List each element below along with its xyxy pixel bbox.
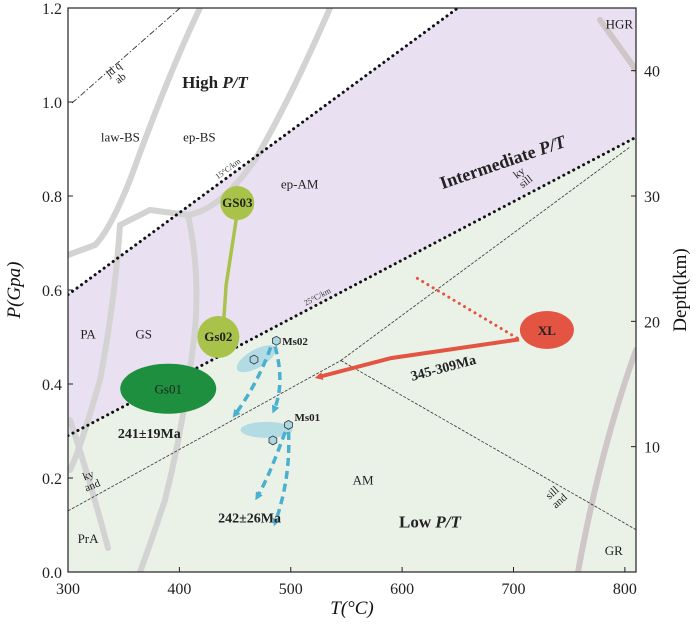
- low-pt-field: [68, 137, 636, 572]
- facies-label-law-bs: law-BS: [101, 129, 140, 144]
- ms01-path-right: [272, 431, 291, 527]
- ms01-label: Ms01: [295, 412, 321, 424]
- sill-and-line: [340, 360, 636, 531]
- gs02-label: Gs02: [204, 329, 232, 344]
- region-label-high-p-t: High P/T: [182, 73, 248, 92]
- xl-ellipse: [519, 310, 574, 349]
- gradient-line-15-c-km: [68, 8, 460, 297]
- right-tick-label-40: 40: [644, 64, 660, 81]
- x-axis-label: T(°C): [330, 598, 374, 619]
- mineral-bottom-and: and: [83, 477, 103, 494]
- gs01-ellipse: [120, 363, 217, 414]
- boundary-blueschist-greenschist: [92, 8, 203, 248]
- ms01-path-left: [255, 431, 287, 501]
- y-tick-label-0-6: 0.6: [42, 283, 62, 300]
- ky-sill-line: [340, 146, 631, 361]
- region-label-low-p-t: Low P/T: [399, 512, 461, 531]
- ms01-marker-b: [268, 435, 278, 446]
- facies-label-am: AM: [353, 472, 374, 487]
- xl-retrograde-path: [314, 337, 520, 380]
- facies-label-gs: GS: [135, 327, 152, 342]
- x-tick-label-500: 500: [279, 581, 303, 598]
- gs01-label: Gs01: [155, 382, 182, 397]
- right-tick-label-10: 10: [644, 440, 660, 457]
- ms01-field-ellipse: [240, 421, 293, 438]
- facies-label-gr: GR: [605, 543, 623, 558]
- facies-label-ep-am: ep-AM: [281, 176, 319, 191]
- gs02-circle: [197, 316, 240, 358]
- age-label-241-19ma: 241±19Ma: [118, 427, 181, 442]
- y-tick-label-0-4: 0.4: [42, 377, 62, 394]
- boundary-ab: [68, 242, 98, 258]
- age-label-242-26ma: 242±26Ma: [218, 512, 281, 527]
- y-tick-label-1-0: 1.0: [42, 95, 62, 112]
- ms02-path-right: [271, 345, 282, 414]
- boundary-ep-bs: [185, 8, 333, 218]
- y-tick-label-0-0: 0.0: [42, 565, 62, 582]
- gs03-circle: [220, 186, 255, 221]
- right-tick-label-20: 20: [644, 314, 660, 331]
- xl-label: XL: [538, 323, 556, 338]
- facies-label-hgr: HGR: [606, 16, 634, 31]
- facies-boundaries: [68, 8, 636, 572]
- y-tick-label-1-2: 1.2: [42, 1, 62, 18]
- y-tick-label-0-2: 0.2: [42, 471, 62, 488]
- right-axis-label: Depth(km): [670, 248, 691, 331]
- xl-dotted-line: [411, 274, 519, 340]
- x-tick-label-700: 700: [501, 581, 525, 598]
- ky-and-line: [68, 360, 342, 512]
- boundary-law-ep: [117, 206, 191, 228]
- ms02-label: Ms02: [282, 336, 308, 348]
- x-tick-label-300: 300: [56, 581, 80, 598]
- x-tick-label-600: 600: [390, 581, 414, 598]
- x-tick-label-800: 800: [613, 581, 637, 598]
- ms02-path-left: [232, 346, 273, 418]
- ms01-marker: [284, 419, 293, 430]
- facies-label-pa: PA: [80, 327, 96, 342]
- right-tick-label-30: 30: [644, 189, 660, 206]
- mineral-label-jd-q-ab: jd qab: [103, 60, 129, 87]
- facies-label-ep-bs: ep-BS: [183, 129, 216, 144]
- ms02-marker: [271, 335, 281, 346]
- y-tick-label-0-8: 0.8: [42, 189, 62, 206]
- jadeite-albite-line: [71, 8, 181, 104]
- boundary-gr: [575, 347, 636, 572]
- aluminosilicate-lines: [68, 146, 636, 531]
- right-axis-ticks: 10 20 30 40: [631, 64, 660, 457]
- ms02-marker-b: [249, 354, 259, 365]
- x-tick-label-400: 400: [167, 581, 191, 598]
- x-axis-ticks: 300 400 500 600 700 800: [56, 567, 637, 598]
- facies-label-pra: PrA: [78, 531, 100, 546]
- boundary-hgr: [597, 17, 636, 73]
- y-axis-ticks: 0.0 0.2 0.4 0.6 0.8 1.0 1.2: [42, 1, 73, 582]
- y-axis-label: P(Gpa): [4, 262, 25, 320]
- mineral-top-ky: ky: [81, 468, 96, 483]
- gs03-label: GS03: [222, 195, 253, 210]
